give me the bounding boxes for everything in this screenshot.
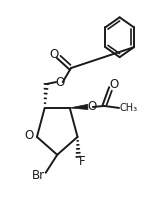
Text: Br: Br (32, 169, 45, 182)
Text: O: O (56, 76, 65, 88)
Text: CH₃: CH₃ (120, 103, 138, 113)
Text: O: O (49, 48, 58, 61)
Text: F: F (79, 155, 86, 168)
Text: O: O (24, 129, 33, 142)
Text: O: O (110, 78, 119, 90)
Polygon shape (70, 104, 88, 109)
Text: O: O (87, 100, 97, 114)
